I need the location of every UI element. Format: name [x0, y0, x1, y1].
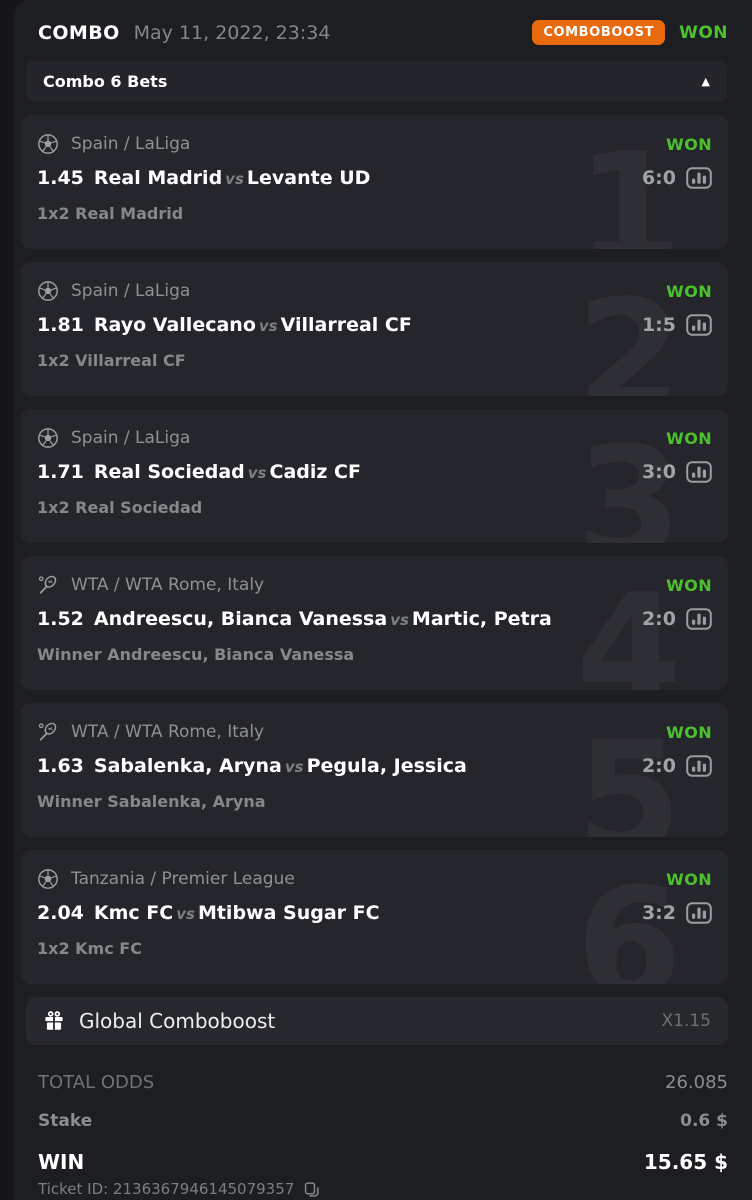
- total-odds-label: TOTAL ODDS: [38, 1072, 155, 1093]
- home-team: Rayo Vallecano: [93, 314, 256, 336]
- stats-chart-icon[interactable]: [686, 902, 712, 924]
- stats-chart-icon[interactable]: [686, 314, 712, 336]
- match-name: Kmc FC vs Mtibwa Sugar FC: [94, 902, 632, 924]
- bet-pick-label: Winner Sabalenka, Aryna: [37, 792, 266, 811]
- bet-status-badge: WON: [666, 869, 712, 889]
- bet-pick-label: 1x2 Real Madrid: [37, 204, 184, 223]
- ticket-summary: TOTAL ODDS 26.085 Stake 0.6 $ WIN 15.65 …: [14, 1063, 752, 1198]
- comboboost-label: Global Comboboost: [79, 1009, 276, 1033]
- tennis-racket-icon: [37, 721, 59, 743]
- match-name: Real Madrid vs Levante UD: [94, 167, 632, 189]
- bet-card: 3: [21, 409, 728, 543]
- global-comboboost-row: Global Comboboost X1.15: [26, 997, 728, 1045]
- soccer-ball-icon: [37, 868, 59, 890]
- stats-chart-icon[interactable]: [686, 755, 712, 777]
- match-name: Real Sociedad vs Cadiz CF: [94, 461, 632, 483]
- bet-card: 5: [21, 703, 728, 837]
- vs-label: vs: [258, 317, 278, 335]
- stake-label: Stake: [38, 1111, 93, 1131]
- league-label: Spain / LaLiga: [71, 134, 191, 154]
- comboboost-multiplier: X1.15: [661, 1011, 712, 1031]
- home-team: Sabalenka, Aryna: [93, 755, 282, 777]
- bet-type-label: COMBO: [38, 21, 120, 44]
- bet-status-badge: WON: [666, 134, 712, 154]
- copy-icon[interactable]: [303, 1181, 320, 1198]
- bet-pick-label: 1x2 Villarreal CF: [37, 351, 186, 370]
- soccer-ball-icon: [37, 280, 59, 302]
- away-team: Pegula, Jessica: [306, 755, 467, 777]
- league-label: Spain / LaLiga: [71, 281, 191, 301]
- match-score: 3:0: [641, 461, 676, 483]
- match-name: Sabalenka, Aryna vs Pegula, Jessica: [94, 755, 632, 777]
- bet-odds: 1.81: [37, 314, 84, 336]
- home-team: Real Sociedad: [93, 461, 245, 483]
- gift-icon: [43, 1010, 65, 1032]
- away-team: Villarreal CF: [280, 314, 412, 336]
- vs-label: vs: [390, 611, 409, 629]
- ticket-id-label: Ticket ID:: [38, 1180, 109, 1198]
- ticket-date: May 11, 2022, 23:34: [133, 21, 331, 44]
- league-label: WTA / WTA Rome, Italy: [71, 722, 265, 742]
- vs-label: vs: [225, 170, 244, 188]
- bet-card: 1: [21, 115, 728, 249]
- stats-chart-icon[interactable]: [686, 608, 712, 630]
- combo-bets-count-label: Combo 6 Bets: [43, 72, 168, 91]
- ticket-id-value: 2136367946145079357: [112, 1180, 295, 1198]
- away-team: Mtibwa Sugar FC: [197, 902, 380, 924]
- bet-pick-label: Winner Andreescu, Bianca Vanessa: [37, 645, 355, 664]
- soccer-ball-icon: [37, 427, 59, 449]
- home-team: Andreescu, Bianca Vanessa: [93, 608, 388, 630]
- bet-odds: 1.52: [37, 608, 84, 630]
- comboboost-badge: COMBOBOOST: [532, 20, 666, 45]
- ticket-status-badge: WON: [679, 22, 728, 43]
- match-score: 2:0: [641, 608, 676, 630]
- tennis-racket-icon: [37, 574, 59, 596]
- ticket-header: COMBO May 11, 2022, 23:34 COMBOBOOST WON: [14, 12, 752, 61]
- match-name: Rayo Vallecano vs Villarreal CF: [94, 314, 632, 336]
- home-team: Real Madrid: [93, 167, 223, 189]
- match-score: 6:0: [641, 167, 676, 189]
- stake-value: 0.6 $: [680, 1111, 728, 1131]
- bet-card: 2: [21, 262, 728, 396]
- bet-status-badge: WON: [666, 722, 712, 742]
- bet-pick-label: 1x2 Real Sociedad: [37, 498, 203, 517]
- bet-pick-label: 1x2 Kmc FC: [37, 939, 142, 958]
- league-label: WTA / WTA Rome, Italy: [71, 575, 265, 595]
- ticket-id-row: Ticket ID: 2136367946145079357: [38, 1177, 728, 1198]
- league-label: Tanzania / Premier League: [71, 869, 295, 889]
- vs-label: vs: [284, 758, 304, 776]
- vs-label: vs: [247, 464, 267, 482]
- bet-odds: 1.63: [37, 755, 84, 777]
- bet-list: 1: [14, 115, 752, 984]
- bet-card: 4: [21, 556, 728, 690]
- combo-collapse-bar[interactable]: Combo 6 Bets ▲: [26, 61, 727, 102]
- stats-chart-icon[interactable]: [686, 461, 712, 483]
- soccer-ball-icon: [37, 133, 59, 155]
- away-team: Cadiz CF: [269, 461, 361, 483]
- bet-card: 6: [21, 850, 728, 984]
- vs-label: vs: [176, 905, 195, 923]
- win-value: 15.65 $: [643, 1150, 728, 1174]
- chevron-up-icon[interactable]: ▲: [701, 75, 710, 88]
- bet-status-badge: WON: [666, 281, 712, 301]
- match-score: 3:2: [641, 902, 676, 924]
- away-team: Levante UD: [246, 167, 371, 189]
- match-score: 1:5: [641, 314, 676, 336]
- total-odds-value: 26.085: [665, 1072, 728, 1093]
- bet-ticket-panel: COMBO May 11, 2022, 23:34 COMBOBOOST WON…: [14, 0, 752, 1200]
- bet-odds: 2.04: [37, 902, 84, 924]
- league-label: Spain / LaLiga: [71, 428, 191, 448]
- bet-odds: 1.45: [37, 167, 84, 189]
- stats-chart-icon[interactable]: [686, 167, 712, 189]
- home-team: Kmc FC: [93, 902, 174, 924]
- win-label: WIN: [38, 1150, 85, 1174]
- bet-status-badge: WON: [666, 428, 712, 448]
- match-name: Andreescu, Bianca Vanessa vs Martic, Petra: [94, 608, 632, 630]
- away-team: Martic, Petra: [411, 608, 552, 630]
- match-score: 2:0: [641, 755, 676, 777]
- bet-odds: 1.71: [37, 461, 84, 483]
- bet-status-badge: WON: [666, 575, 712, 595]
